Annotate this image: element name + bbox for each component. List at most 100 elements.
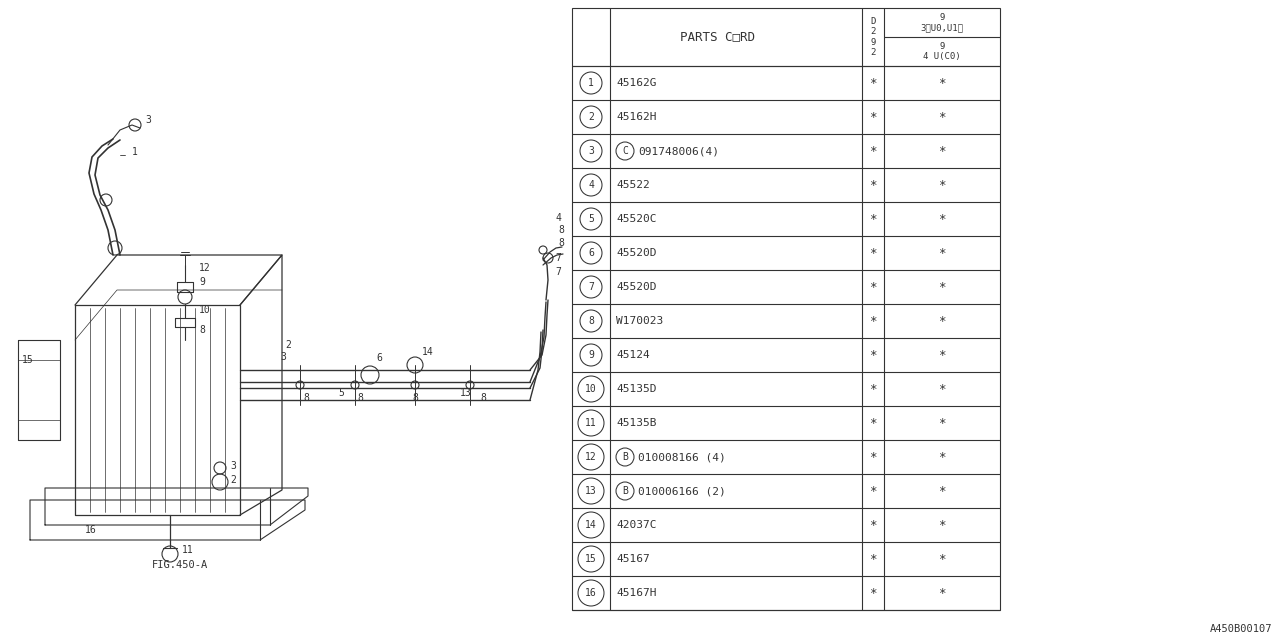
Text: 8: 8: [198, 325, 205, 335]
Text: 2: 2: [230, 475, 236, 485]
Text: *: *: [938, 518, 946, 531]
Text: 2: 2: [285, 340, 291, 350]
Text: 5: 5: [588, 214, 594, 224]
Text: 8: 8: [588, 316, 594, 326]
Text: 9: 9: [588, 350, 594, 360]
Text: *: *: [869, 451, 877, 463]
Text: *: *: [938, 349, 946, 362]
Text: 010006166 (2): 010006166 (2): [637, 486, 726, 496]
Text: *: *: [869, 111, 877, 124]
Text: *: *: [869, 246, 877, 259]
Text: *: *: [938, 77, 946, 90]
Text: 11: 11: [585, 418, 596, 428]
Text: B: B: [622, 486, 628, 496]
Text: 7: 7: [556, 253, 561, 263]
Text: 1: 1: [132, 147, 138, 157]
Text: A450B00107: A450B00107: [1210, 624, 1272, 634]
Text: *: *: [938, 484, 946, 497]
Text: 45522: 45522: [616, 180, 650, 190]
Text: 14: 14: [422, 347, 434, 357]
Text: 42037C: 42037C: [616, 520, 657, 530]
Text: 6: 6: [588, 248, 594, 258]
Text: 9
4 U(C0): 9 4 U(C0): [923, 42, 961, 61]
Text: 14: 14: [585, 520, 596, 530]
Text: B: B: [622, 452, 628, 462]
Text: *: *: [938, 111, 946, 124]
Text: W170023: W170023: [616, 316, 663, 326]
Text: 45520D: 45520D: [616, 282, 657, 292]
Text: 9
3〈U0,U1〉: 9 3〈U0,U1〉: [920, 13, 964, 32]
Text: 3: 3: [230, 461, 236, 471]
Text: 16: 16: [585, 588, 596, 598]
Text: 45167: 45167: [616, 554, 650, 564]
Text: *: *: [869, 179, 877, 191]
Text: *: *: [869, 417, 877, 429]
Text: 4: 4: [588, 180, 594, 190]
Text: *: *: [938, 280, 946, 294]
Text: 3: 3: [145, 115, 151, 125]
Text: *: *: [869, 280, 877, 294]
Text: *: *: [938, 145, 946, 157]
Text: 3: 3: [588, 146, 594, 156]
Text: 010008166 (4): 010008166 (4): [637, 452, 726, 462]
Text: 45162H: 45162H: [616, 112, 657, 122]
Text: 13: 13: [585, 486, 596, 496]
Text: *: *: [869, 212, 877, 225]
Text: FIG.450-A: FIG.450-A: [152, 560, 209, 570]
Text: PARTS C□RD: PARTS C□RD: [680, 31, 754, 44]
Text: *: *: [869, 314, 877, 328]
Text: *: *: [938, 246, 946, 259]
Text: 45520C: 45520C: [616, 214, 657, 224]
Text: 45167H: 45167H: [616, 588, 657, 598]
Text: 8: 8: [412, 393, 417, 403]
Text: 6: 6: [376, 353, 381, 363]
Text: *: *: [869, 484, 877, 497]
Text: 8: 8: [558, 238, 564, 248]
Bar: [572, 8, 1000, 610]
Text: 5: 5: [338, 388, 344, 398]
Text: 12: 12: [198, 263, 211, 273]
Text: *: *: [938, 417, 946, 429]
Text: 16: 16: [84, 525, 97, 535]
Text: 7: 7: [588, 282, 594, 292]
Text: *: *: [938, 212, 946, 225]
Text: D
2
9
2: D 2 9 2: [870, 17, 876, 56]
Text: *: *: [869, 552, 877, 566]
Text: 2: 2: [588, 112, 594, 122]
Text: *: *: [869, 145, 877, 157]
Text: *: *: [869, 77, 877, 90]
Text: *: *: [938, 552, 946, 566]
Text: 15: 15: [22, 355, 33, 365]
Text: 11: 11: [182, 545, 193, 555]
Text: 091748006(4): 091748006(4): [637, 146, 719, 156]
Text: 7: 7: [556, 267, 561, 277]
Text: 10: 10: [198, 305, 211, 315]
Text: 8: 8: [558, 225, 564, 235]
Text: 8: 8: [303, 393, 308, 403]
Text: 45162G: 45162G: [616, 78, 657, 88]
Text: 8: 8: [480, 393, 486, 403]
Text: *: *: [869, 383, 877, 396]
Text: 15: 15: [585, 554, 596, 564]
Text: 3: 3: [280, 352, 285, 362]
Text: 8: 8: [357, 393, 362, 403]
Text: 45520D: 45520D: [616, 248, 657, 258]
Text: 1: 1: [588, 78, 594, 88]
Text: 9: 9: [198, 277, 205, 287]
Text: *: *: [938, 451, 946, 463]
Text: *: *: [938, 383, 946, 396]
Text: *: *: [869, 518, 877, 531]
Text: 45124: 45124: [616, 350, 650, 360]
Text: 13: 13: [460, 388, 472, 398]
Text: *: *: [938, 586, 946, 600]
Text: 45135D: 45135D: [616, 384, 657, 394]
Text: 10: 10: [585, 384, 596, 394]
Text: *: *: [869, 349, 877, 362]
Text: 45135B: 45135B: [616, 418, 657, 428]
Text: 12: 12: [585, 452, 596, 462]
Text: *: *: [938, 314, 946, 328]
Text: *: *: [938, 179, 946, 191]
Text: *: *: [869, 586, 877, 600]
Text: C: C: [622, 146, 628, 156]
Text: 4: 4: [556, 213, 561, 223]
